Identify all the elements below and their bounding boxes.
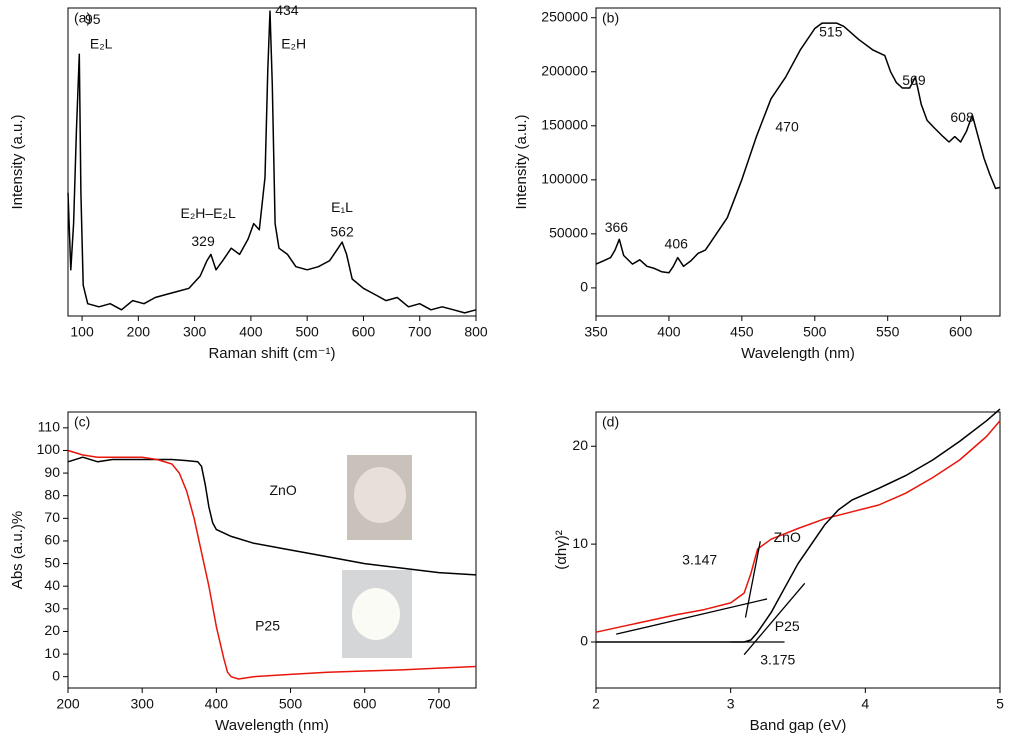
y-tick-label: 30 xyxy=(44,600,60,616)
x-tick-label: 700 xyxy=(408,324,432,340)
annotation: 470 xyxy=(775,119,799,135)
y-tick-label: 50 xyxy=(44,554,60,570)
y-tick-label: 40 xyxy=(44,577,60,593)
x-tick-label: 800 xyxy=(464,324,488,340)
annotation: 562 xyxy=(330,224,354,240)
annotation: 3.147 xyxy=(682,551,717,567)
y-axis-title: Intensity (a.u.) xyxy=(9,114,26,209)
x-tick-label: 5 xyxy=(996,696,1004,712)
data-line xyxy=(595,22,1001,274)
annotation: ZnO xyxy=(774,529,801,545)
x-tick-label: 100 xyxy=(70,324,94,340)
data-line xyxy=(67,456,477,576)
fit-line xyxy=(744,541,761,618)
y-tick-label: 70 xyxy=(44,509,60,525)
x-tick-label: 450 xyxy=(730,324,754,340)
y-tick-label: 100000 xyxy=(541,171,588,187)
fit-line xyxy=(743,582,806,656)
annotation: 515 xyxy=(819,24,843,40)
x-tick-label: 400 xyxy=(239,324,263,340)
y-axis-title: (αhγ)² xyxy=(553,530,570,570)
annotation: 406 xyxy=(665,235,689,251)
y-axis-title: Abs (a.u.)% xyxy=(9,511,26,589)
panel-label: (c) xyxy=(74,414,90,430)
annotation: 329 xyxy=(191,233,215,249)
x-tick-label: 300 xyxy=(131,696,155,712)
annotation: E₂H–E₂L xyxy=(181,205,236,221)
y-tick-label: 0 xyxy=(580,279,588,295)
annotation: 3.175 xyxy=(760,651,795,667)
y-tick-label: 60 xyxy=(44,532,60,548)
y-tick-label: 0 xyxy=(52,667,60,683)
annotation: 366 xyxy=(605,219,629,235)
annotation: ZnO xyxy=(270,482,297,498)
x-tick-label: 200 xyxy=(127,324,151,340)
plot-frame xyxy=(595,7,1001,317)
y-tick-label: 0 xyxy=(580,633,588,649)
data-line xyxy=(595,420,1001,633)
annotation: E₂L xyxy=(90,36,113,52)
y-tick-label: 250000 xyxy=(541,8,588,24)
panel-label: (b) xyxy=(602,10,619,26)
x-tick-label: 500 xyxy=(279,696,303,712)
y-tick-label: 100 xyxy=(37,441,61,457)
fit-line xyxy=(616,598,768,635)
x-tick-label: 400 xyxy=(205,696,229,712)
y-tick-label: 10 xyxy=(572,535,588,551)
x-tick-label: 4 xyxy=(861,696,869,712)
annotation: 569 xyxy=(902,72,926,88)
x-tick-label: 500 xyxy=(803,324,827,340)
x-tick-label: 700 xyxy=(427,696,451,712)
panel-label: (a) xyxy=(74,10,91,26)
x-axis-title: Wavelength (nm) xyxy=(215,717,329,734)
panel-label: (d) xyxy=(602,414,619,430)
inset-powder-zno xyxy=(354,467,406,523)
x-tick-label: 3 xyxy=(727,696,735,712)
x-tick-label: 2 xyxy=(592,696,600,712)
data-line xyxy=(67,449,477,680)
y-axis-title: Intensity (a.u.) xyxy=(513,114,530,209)
y-tick-label: 150000 xyxy=(541,116,588,132)
x-tick-label: 500 xyxy=(295,324,319,340)
x-axis-title: Wavelength (nm) xyxy=(741,345,855,362)
x-tick-label: 600 xyxy=(353,696,377,712)
x-tick-label: 550 xyxy=(876,324,900,340)
x-tick-label: 600 xyxy=(352,324,376,340)
annotation: 95 xyxy=(85,11,101,27)
y-tick-label: 90 xyxy=(44,464,60,480)
annotation: 434 xyxy=(275,2,299,18)
x-tick-label: 400 xyxy=(657,324,681,340)
x-tick-label: 300 xyxy=(183,324,207,340)
y-tick-label: 200000 xyxy=(541,62,588,78)
x-tick-label: 600 xyxy=(949,324,973,340)
x-axis-title: Band gap (eV) xyxy=(750,717,847,734)
x-axis-title: Raman shift (cm⁻¹) xyxy=(208,345,335,362)
annotation: 608 xyxy=(950,109,974,125)
plot-frame xyxy=(595,411,1001,689)
inset-powder-p25 xyxy=(352,588,400,640)
plot-frame xyxy=(67,411,477,689)
x-tick-label: 200 xyxy=(56,696,80,712)
y-tick-label: 80 xyxy=(44,486,60,502)
x-tick-label: 350 xyxy=(584,324,608,340)
plot-frame xyxy=(67,7,477,317)
annotation: E₁L xyxy=(331,199,353,215)
annotation: P25 xyxy=(255,618,280,634)
y-tick-label: 20 xyxy=(572,437,588,453)
data-line xyxy=(596,408,1001,643)
y-tick-label: 110 xyxy=(38,419,61,435)
y-tick-label: 10 xyxy=(44,645,60,661)
data-line xyxy=(67,10,477,314)
annotation: E₂H xyxy=(281,36,306,52)
y-tick-label: 20 xyxy=(44,622,60,638)
annotation: P25 xyxy=(775,618,800,634)
y-tick-label: 50000 xyxy=(549,225,588,241)
